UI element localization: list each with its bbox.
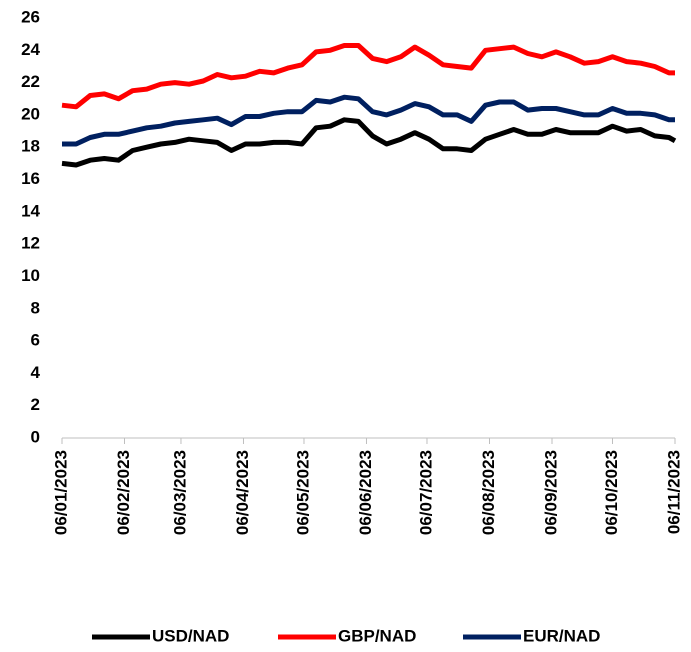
y-tick-label: 6 xyxy=(31,331,40,350)
y-tick-label: 26 xyxy=(21,7,40,26)
x-tick-label: 06/10/2023 xyxy=(602,450,621,535)
x-tick-label: 06/11/2023 xyxy=(664,450,683,534)
y-tick-label: 18 xyxy=(21,137,40,156)
legend-label: USD/NAD xyxy=(152,626,229,645)
y-tick-label: 20 xyxy=(21,104,40,123)
series-line xyxy=(61,43,675,110)
legend-label: EUR/NAD xyxy=(523,626,600,645)
x-tick-label: 06/05/2023 xyxy=(293,450,312,535)
y-tick-label: 4 xyxy=(31,363,41,382)
x-tick-label: 06/09/2023 xyxy=(541,450,560,535)
y-tick-label: 16 xyxy=(21,169,40,188)
y-tick-label: 12 xyxy=(21,234,40,253)
y-tick-label: 10 xyxy=(21,266,40,285)
y-tick-label: 14 xyxy=(21,201,40,220)
legend-label: GBP/NAD xyxy=(338,626,416,645)
x-tick-label: 06/06/2023 xyxy=(356,450,375,535)
y-tick-label: 22 xyxy=(21,72,40,91)
y-tick-label: 24 xyxy=(21,40,40,59)
x-tick-label: 06/01/2023 xyxy=(51,450,70,535)
x-tick-label: 06/08/2023 xyxy=(479,450,498,535)
y-tick-label: 0 xyxy=(31,427,40,446)
series-line xyxy=(62,94,675,147)
x-tick-label: 06/02/2023 xyxy=(114,450,133,535)
y-tick-label: 2 xyxy=(31,395,40,414)
x-tick-label: 06/03/2023 xyxy=(170,450,189,535)
x-tick-label: 06/04/2023 xyxy=(233,450,252,535)
series-line xyxy=(61,117,677,168)
y-tick-label: 8 xyxy=(31,298,40,317)
x-tick-label: 06/07/2023 xyxy=(416,450,435,535)
